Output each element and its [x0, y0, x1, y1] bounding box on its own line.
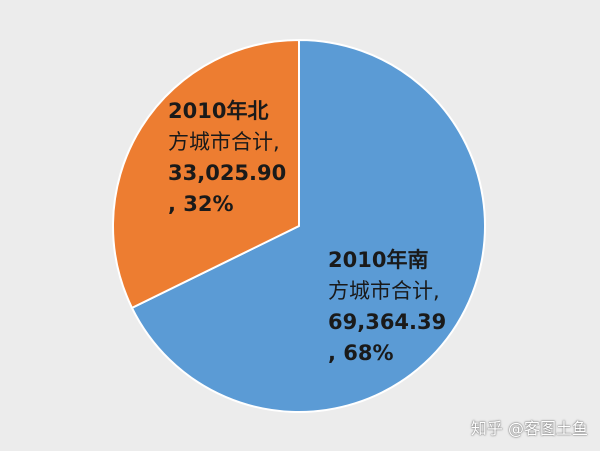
pie-slice-north: [112, 39, 300, 309]
slice-label-north-line-2: 方城市合计,: [168, 130, 280, 154]
slice-label-north-line-3: 33,025.90: [168, 161, 287, 185]
pie-slice-south: [130, 39, 486, 413]
slice-label-south: 2010年南 方城市合计, 69,364.39 , 68%: [328, 245, 446, 369]
slice-label-north-line-1: 2010年北: [168, 99, 269, 123]
watermark: 知乎 @客图土鱼: [470, 419, 588, 438]
slice-label-south-line-2: 方城市合计,: [328, 279, 440, 303]
slice-label-south-line-1: 2010年南: [328, 248, 429, 272]
slice-label-south-line-3: 69,364.39: [328, 310, 447, 334]
slice-label-north: 2010年北 方城市合计, 33,025.90 , 32%: [168, 96, 286, 220]
slice-label-north-line-4: , 32%: [168, 192, 234, 216]
slice-label-south-line-4: , 68%: [328, 341, 394, 365]
